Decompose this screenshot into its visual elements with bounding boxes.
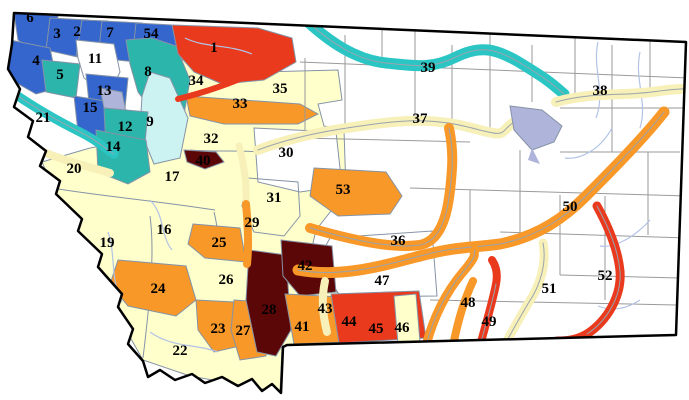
basin-23-region[interactable] <box>195 299 241 353</box>
basin-label-44: 44 <box>342 314 358 330</box>
basin-label-41: 41 <box>295 319 310 335</box>
basin-label-34: 34 <box>189 73 205 89</box>
basin-label-8: 8 <box>144 64 152 80</box>
basin-labels: 1234567891112131415161719202122232425262… <box>26 10 612 359</box>
basin-label-48: 48 <box>461 295 476 311</box>
basin-label-25: 25 <box>212 235 227 251</box>
river-ribbon-29[interactable] <box>242 200 253 268</box>
river-ribbon-34[interactable] <box>175 65 267 102</box>
basin-33-region[interactable] <box>185 95 320 125</box>
basin-borders <box>51 187 216 211</box>
basin-label-36: 36 <box>391 233 407 249</box>
basin-label-45: 45 <box>369 321 384 337</box>
basin-label-50: 50 <box>563 199 578 215</box>
basin-label-7: 7 <box>106 25 114 41</box>
river-ribbon-upper-missouri[interactable] <box>235 142 250 208</box>
basin-label-15: 15 <box>83 100 98 116</box>
basin-31-border <box>241 177 301 237</box>
basin-label-2: 2 <box>73 24 81 40</box>
basin-25-region[interactable] <box>187 223 247 263</box>
basin-label-5: 5 <box>56 67 64 83</box>
basin-label-51: 51 <box>542 281 557 297</box>
basin-label-31: 31 <box>267 190 282 206</box>
basin-label-11: 11 <box>88 51 102 67</box>
basin-40-region[interactable] <box>183 149 225 170</box>
basin-label-4: 4 <box>32 53 40 69</box>
basin-53-region[interactable] <box>309 167 403 217</box>
basin-label-9: 9 <box>146 114 154 130</box>
basin-label-24: 24 <box>151 281 167 297</box>
basin-label-33: 33 <box>233 96 248 112</box>
basin-label-46: 46 <box>395 320 411 336</box>
basin-label-29: 29 <box>245 215 260 231</box>
basin-label-20: 20 <box>67 161 82 177</box>
basin-label-42: 42 <box>298 258 313 274</box>
basin-label-22: 22 <box>173 343 188 359</box>
basin-label-27: 27 <box>236 323 252 339</box>
basin-label-3: 3 <box>53 26 61 42</box>
basin-label-39: 39 <box>421 60 436 76</box>
basin-label-53: 53 <box>336 182 351 198</box>
river-ribbons <box>8 16 686 351</box>
basin-9-region[interactable] <box>139 71 189 165</box>
basin-label-40: 40 <box>196 153 211 169</box>
basin-label-16: 16 <box>157 222 173 238</box>
basin-label-32: 32 <box>204 131 219 147</box>
basin-label-38: 38 <box>593 83 608 99</box>
basin-label-1: 1 <box>210 40 218 56</box>
basin-label-23: 23 <box>211 321 226 337</box>
basin-46-region[interactable] <box>393 293 421 345</box>
reservoir-lake <box>509 105 563 151</box>
basin-label-17: 17 <box>165 169 181 185</box>
basin-label-35: 35 <box>273 81 288 97</box>
river-ribbon-43[interactable] <box>318 277 331 336</box>
state-border <box>6 11 688 395</box>
basin-label-52: 52 <box>598 268 613 284</box>
basin-label-47: 47 <box>375 273 391 289</box>
basin-label-54: 54 <box>144 26 160 42</box>
basin-label-30: 30 <box>279 145 294 161</box>
basin-label-14: 14 <box>106 139 122 155</box>
basin-label-13: 13 <box>97 83 112 99</box>
basin-label-37: 37 <box>413 111 429 127</box>
basin-label-26: 26 <box>219 272 235 288</box>
basin-label-28: 28 <box>262 302 277 318</box>
basin-label-6: 6 <box>26 10 34 26</box>
basin-label-49: 49 <box>482 314 497 330</box>
basin-label-43: 43 <box>318 301 333 317</box>
reservoir-lake-tail <box>528 148 540 164</box>
basin-label-19: 19 <box>100 235 115 251</box>
basin-label-12: 12 <box>118 119 133 135</box>
basin-label-21: 21 <box>36 110 51 126</box>
rivers <box>107 37 651 353</box>
